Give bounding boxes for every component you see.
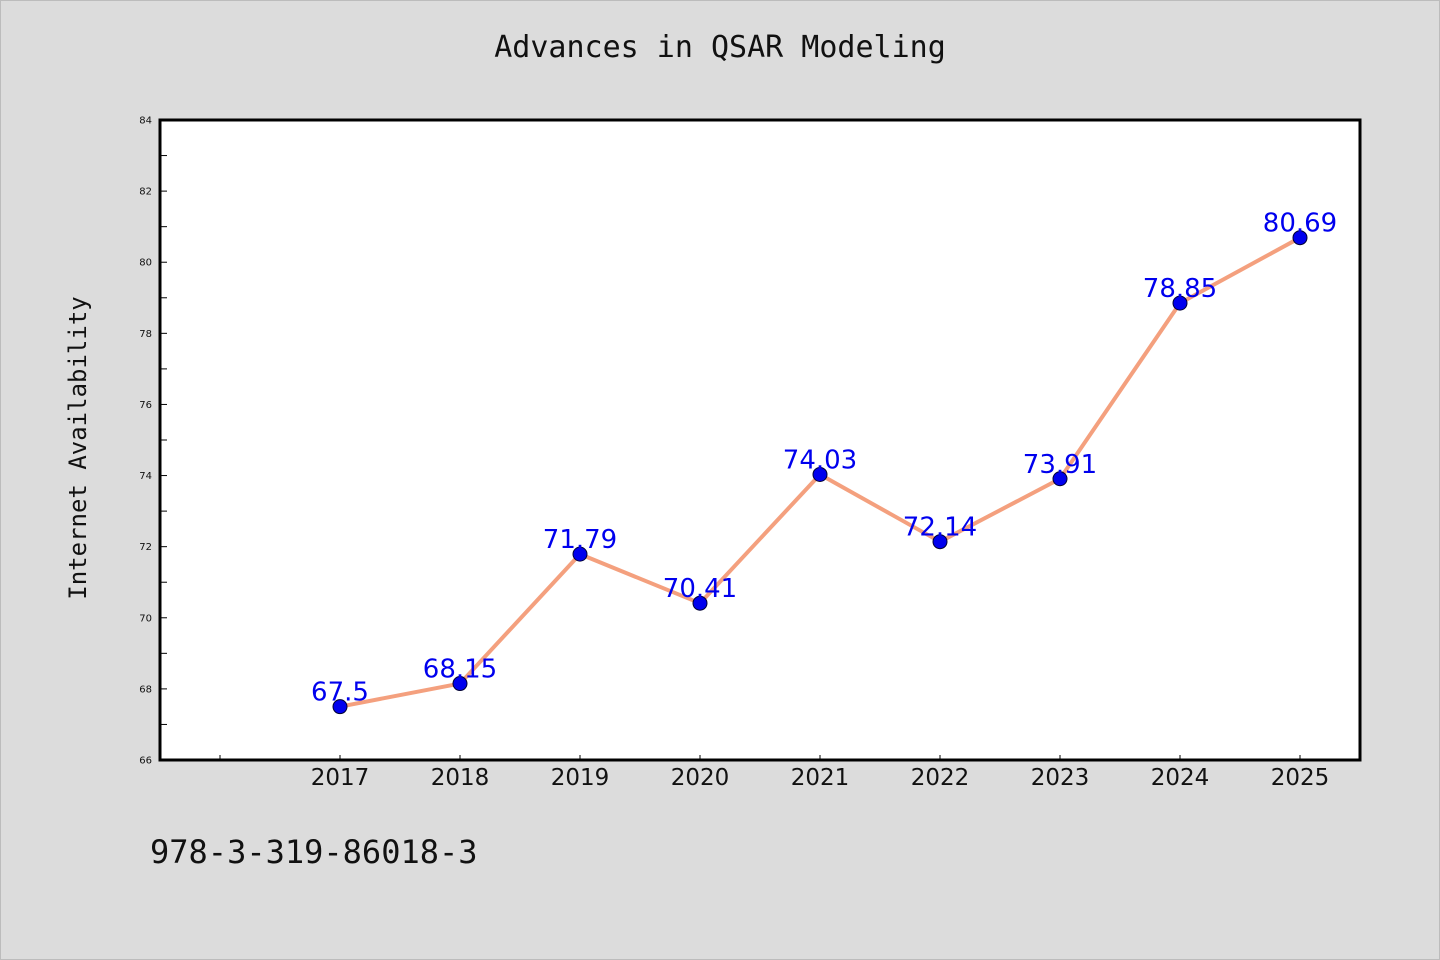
x-tick-label: 2020 — [671, 765, 730, 791]
data-points — [332, 230, 1308, 715]
x-tick-label: 2023 — [1031, 765, 1090, 791]
y-tick-label: 80 — [139, 258, 152, 269]
data-label: 74.03 — [783, 445, 857, 475]
data-point — [1052, 471, 1068, 487]
data-label: 80.69 — [1263, 209, 1337, 239]
data-labels: 67.5 68.15 71.79 70.41 74.03 72.14 73.91 78.85 8… — [311, 209, 1337, 708]
y-tick-label: 78 — [139, 329, 152, 340]
data-label: 72.14 — [903, 513, 977, 543]
data-point — [692, 595, 708, 611]
x-tick-label: 2022 — [911, 765, 970, 791]
x-tick-label: 2018 — [431, 765, 490, 791]
y-tick-label: 82 — [139, 187, 152, 198]
data-point — [332, 699, 348, 715]
chart-title: Advances in QSAR Modeling — [494, 30, 946, 65]
data-point — [812, 466, 828, 482]
data-point — [1172, 295, 1188, 311]
y-axis: 66 68 70 72 74 76 78 80 82 84 — [139, 116, 167, 767]
footer-code: 978-3-319-86018-3 — [150, 833, 478, 871]
y-tick-label: 72 — [139, 542, 152, 553]
data-point — [452, 676, 468, 692]
y-tick-label: 70 — [139, 613, 152, 624]
y-tick-label: 66 — [139, 756, 152, 767]
y-tick-label: 68 — [139, 684, 152, 695]
data-label: 73.91 — [1023, 450, 1097, 480]
x-tick-label: 2017 — [311, 765, 370, 791]
data-point — [572, 546, 588, 562]
y-tick-label: 74 — [139, 471, 152, 482]
x-tick-label: 2024 — [1151, 765, 1210, 791]
x-tick-label: 2025 — [1271, 765, 1330, 791]
data-label: 71.79 — [543, 525, 617, 555]
plot-area — [158, 118, 1362, 762]
x-tick-label: 2019 — [551, 765, 610, 791]
data-label: 67.5 — [311, 678, 369, 708]
y-tick-label: 76 — [139, 400, 152, 411]
data-label: 70.41 — [663, 574, 737, 604]
data-label: 78.85 — [1143, 274, 1217, 304]
y-tick-label: 84 — [139, 116, 152, 127]
data-point — [1292, 230, 1308, 246]
x-axis: 2017 2018 2019 2020 2021 2022 2023 2024 2025 — [219, 755, 1330, 791]
data-point — [932, 534, 948, 550]
data-label: 68.15 — [423, 655, 497, 685]
x-tick-label: 2021 — [791, 765, 850, 791]
